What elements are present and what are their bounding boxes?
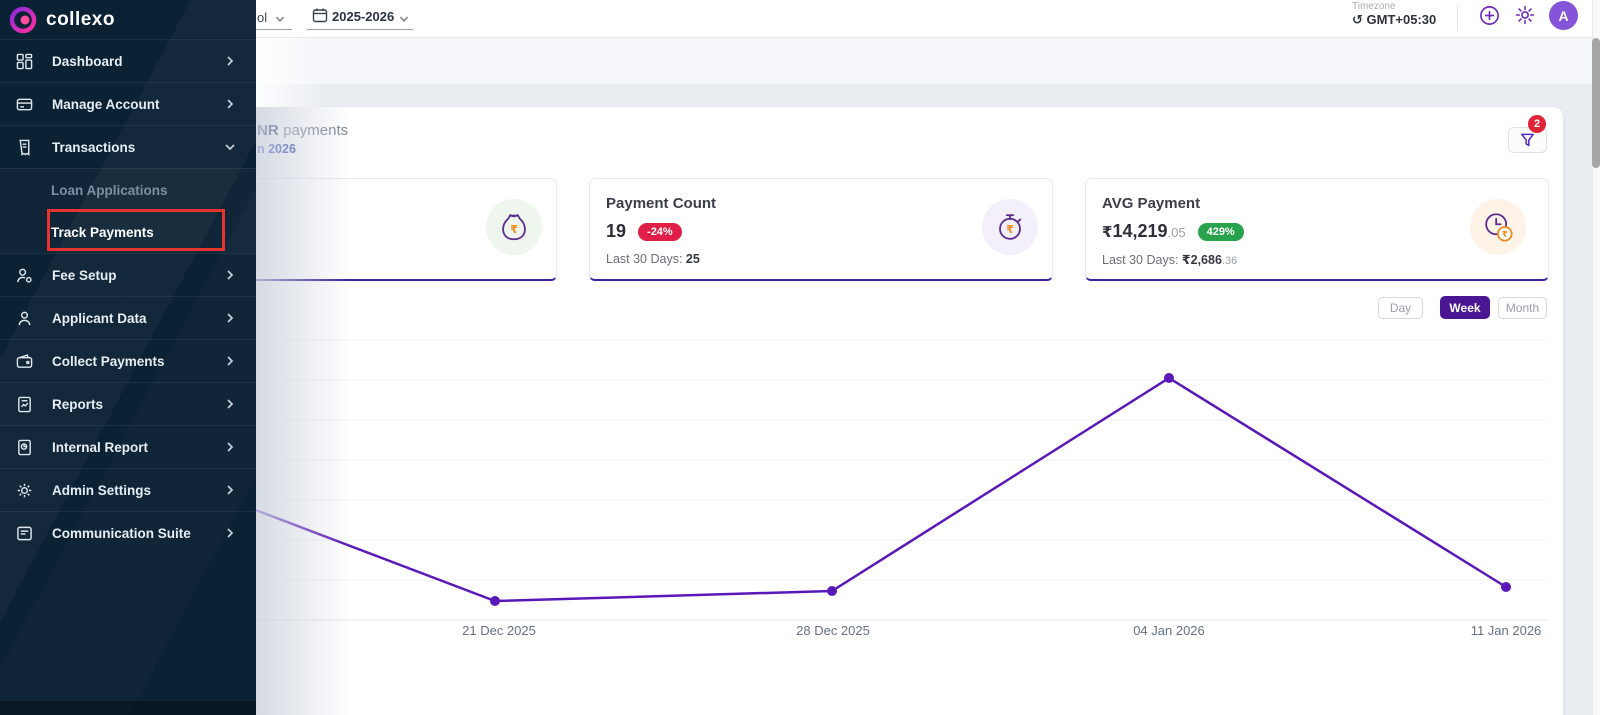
sidebar-item-fee-setup[interactable]: Fee Setup <box>0 253 256 296</box>
sidebar-item-collect-payments[interactable]: Collect Payments <box>0 339 256 382</box>
academic-year-select[interactable]: 2025-2026 <box>332 9 394 24</box>
toggle-week[interactable]: Week <box>1440 296 1490 319</box>
change-badge-positive: 429% <box>1198 223 1244 241</box>
stat-card-payment-count: Payment Count 19 -24% Last 30 Days: 25 ₹ <box>589 178 1053 281</box>
history-icon: ↺ <box>1352 12 1363 27</box>
chevron-right-icon <box>224 312 236 324</box>
annotation-highlight-box <box>47 209 225 251</box>
x-axis-label: 28 Dec 2025 <box>773 623 893 638</box>
payment-count-value: 19 <box>606 221 626 242</box>
stopwatch-rupee-icon: ₹ <box>982 199 1038 255</box>
panel-date-range: n 2026 <box>257 142 296 156</box>
sidebar-item-manage-account[interactable]: Manage Account <box>0 82 256 125</box>
dashboard-grid-icon <box>16 53 33 70</box>
receipt-icon <box>16 139 33 156</box>
sidebar-item-internal-report[interactable]: Internal Report <box>0 425 256 468</box>
brand-logo[interactable]: collexo <box>0 0 256 39</box>
toggle-month[interactable]: Month <box>1498 297 1547 319</box>
sidebar-item-dashboard[interactable]: Dashboard <box>0 39 256 82</box>
content-fade-top <box>256 38 326 107</box>
report-chart-icon <box>16 396 33 413</box>
chevron-right-icon <box>224 355 236 367</box>
person-gear-icon <box>16 267 33 284</box>
x-axis-label: 11 Jan 2026 <box>1446 623 1566 638</box>
settings-button[interactable] <box>1513 3 1537 27</box>
filter-funnel-icon <box>1519 132 1536 149</box>
avg-payment-value: ₹14,219.05 <box>1102 221 1186 242</box>
chevron-right-icon <box>224 98 236 110</box>
brand-name: collexo <box>46 9 115 31</box>
chevron-down-icon[interactable] <box>274 13 286 25</box>
sidebar-item-reports[interactable]: Reports <box>0 382 256 425</box>
sidebar-item-admin-settings[interactable]: Admin Settings <box>0 468 256 511</box>
note-lines-icon <box>16 525 33 542</box>
person-icon <box>16 310 33 327</box>
partial-select-value[interactable]: ol <box>257 10 267 25</box>
money-bag-icon: ₹ <box>486 199 542 255</box>
scrollbar-thumb[interactable] <box>1592 38 1600 168</box>
user-avatar[interactable]: A <box>1549 1 1578 30</box>
chevron-right-icon <box>224 484 236 496</box>
gear-icon <box>16 482 33 499</box>
sidebar-item-transactions[interactable]: Transactions <box>0 125 256 168</box>
topbar-divider <box>1457 5 1458 31</box>
panel-title: NR payments <box>257 122 348 140</box>
calendar-icon <box>312 7 328 23</box>
collexo-logo-icon <box>8 5 38 35</box>
sidebar: collexo Dashboard Manage Account <box>0 0 256 715</box>
filter-count-badge: 2 <box>1528 115 1546 133</box>
chevron-down-icon[interactable] <box>398 13 410 25</box>
plus-circle-icon <box>1478 4 1501 27</box>
x-axis-label: 04 Jan 2026 <box>1109 623 1229 638</box>
chevron-right-icon <box>224 398 236 410</box>
sidebar-item-communication-suite[interactable]: Communication Suite <box>0 511 256 554</box>
sidebar-nav: Dashboard Manage Account Transactions <box>0 39 256 554</box>
sidebar-item-loan-applications[interactable]: Loan Applications <box>0 169 256 211</box>
sidebar-bottom-strip <box>0 701 256 715</box>
chevron-right-icon <box>224 527 236 539</box>
toggle-day[interactable]: Day <box>1378 297 1423 319</box>
chevron-right-icon <box>224 269 236 281</box>
credit-card-icon <box>16 96 33 113</box>
stat-card-avg-payment: AVG Payment ₹14,219.05 429% Last 30 Days… <box>1085 178 1549 281</box>
gear-icon <box>1514 4 1536 26</box>
pie-report-icon <box>16 439 33 456</box>
page: 21 Dec 2025 28 Dec 2025 04 Jan 2026 11 Jan … <box>0 0 1600 715</box>
chevron-down-icon <box>224 141 236 153</box>
svg-text:₹: ₹ <box>1502 230 1508 239</box>
timezone-value: ↺ GMT+05:30 <box>1352 12 1436 28</box>
svg-text:₹: ₹ <box>510 224 518 236</box>
card-title: Payment Count <box>606 195 1052 212</box>
change-badge-negative: -24% <box>638 223 682 241</box>
last-30-days: Last 30 Days: 25 <box>606 252 1052 266</box>
x-axis-label: 21 Dec 2025 <box>439 623 559 638</box>
chevron-right-icon <box>224 55 236 67</box>
wallet-icon <box>16 353 33 370</box>
select-underline <box>307 29 413 30</box>
last-30-days: Last 30 Days: ₹2,686.36 <box>1102 252 1548 267</box>
chevron-right-icon <box>224 441 236 453</box>
clock-rupee-icon: ₹ <box>1470 199 1526 255</box>
select-underline <box>250 29 292 30</box>
add-button[interactable] <box>1477 3 1501 27</box>
timezone-label: Timezone <box>1352 1 1396 12</box>
sidebar-item-applicant-data[interactable]: Applicant Data <box>0 296 256 339</box>
svg-text:₹: ₹ <box>1006 224 1014 236</box>
